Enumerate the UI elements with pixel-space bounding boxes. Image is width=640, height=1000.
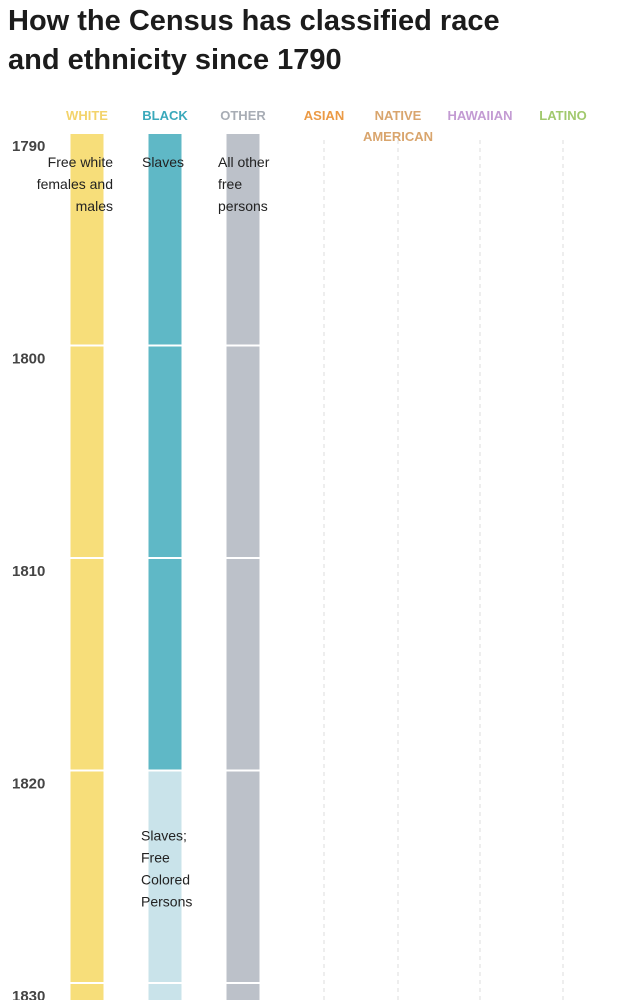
column-header-asian: ASIAN — [304, 108, 344, 123]
title-line-2: and ethnicity since 1790 — [8, 44, 342, 76]
year-label-1820: 1820 — [12, 776, 45, 793]
column-header-latino: LATINO — [539, 108, 586, 123]
year-label-1810: 1810 — [12, 563, 45, 580]
column-header-other: OTHER — [220, 108, 266, 123]
bar-black-1790-1820 — [148, 133, 182, 771]
year-label-1800: 1800 — [12, 351, 45, 368]
annotation-4: Slaves; Free Colored Persons — [141, 828, 192, 910]
annotation-1: Free white females and males — [37, 154, 113, 214]
chart-title: How the Census has classified race and e… — [8, 2, 628, 80]
title-line-1: How the Census has classified race — [8, 5, 500, 37]
bar-black-1820-1830 — [148, 770, 182, 1000]
year-label-1830: 1830 — [12, 988, 45, 1000]
column-header-white: WHITE — [66, 108, 108, 123]
column-header-native-american: NATIVE AMERICAN — [363, 108, 433, 144]
annotation-3: All other free persons — [218, 154, 270, 214]
annotation-2: Slaves — [142, 154, 184, 170]
column-header-black: BLACK — [142, 108, 188, 123]
year-label-1790: 1790 — [12, 138, 45, 155]
bar-other-1790-1830 — [226, 133, 260, 1000]
column-header-hawaiian: HAWAIIAN — [448, 108, 513, 123]
bar-white-1790-1830 — [70, 133, 104, 1000]
